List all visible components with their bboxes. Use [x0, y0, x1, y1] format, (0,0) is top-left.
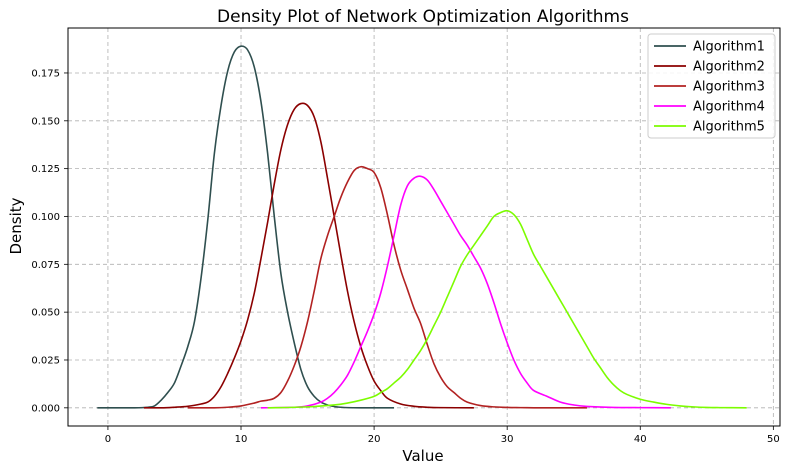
axis-ticks: 0 10 20 30 40 50 0.000 0.025 0.050 0.075 0.100 0.12… — [31, 68, 779, 445]
legend-label: Algorithm5 — [693, 120, 765, 135]
x-axis-label: Value — [402, 447, 443, 465]
series-line-algorithm3 — [187, 165, 588, 409]
legend: Algorithm1 Algorithm2 Algorithm3 Algorithm4… — [647, 33, 776, 139]
x-tick-label: 20 — [368, 434, 381, 445]
y-tick-label: 0.175 — [31, 68, 60, 79]
x-tick-label: 40 — [634, 434, 647, 445]
x-tick-label: 10 — [235, 434, 248, 445]
series-line-algorithm5 — [267, 209, 747, 409]
x-tick-label: 50 — [767, 434, 780, 445]
series-lines — [97, 45, 747, 409]
x-tick-label: 30 — [501, 434, 514, 445]
legend-label: Algorithm4 — [693, 100, 765, 115]
chart-title: Density Plot of Network Optimization Alg… — [217, 7, 629, 27]
series-line-algorithm4 — [260, 175, 671, 409]
legend-label: Algorithm3 — [693, 80, 765, 95]
y-tick-label: 0.050 — [31, 308, 60, 319]
legend-label: Algorithm2 — [693, 60, 765, 75]
y-tick-label: 0.025 — [31, 355, 60, 366]
y-tick-label: 0.075 — [31, 260, 60, 271]
series-line-algorithm2 — [143, 102, 474, 409]
x-tick-label: 0 — [105, 434, 111, 445]
y-tick-label: 0.150 — [31, 116, 60, 127]
y-tick-label: 0.125 — [31, 164, 60, 175]
legend-box — [647, 33, 776, 139]
y-axis-label: Density — [7, 197, 25, 254]
grid — [68, 28, 780, 426]
legend-label: Algorithm1 — [693, 40, 765, 55]
plot-frame — [67, 27, 781, 427]
y-tick-label: 0.100 — [31, 212, 60, 223]
y-tick-label: 0.000 — [31, 403, 60, 414]
